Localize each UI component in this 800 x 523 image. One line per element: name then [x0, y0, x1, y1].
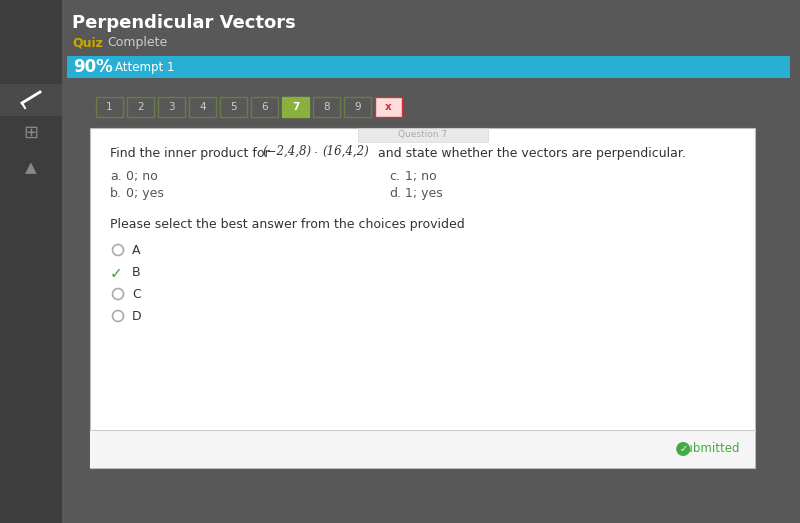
Text: 3: 3: [168, 102, 175, 112]
Text: b.: b.: [110, 187, 122, 200]
FancyBboxPatch shape: [282, 97, 309, 117]
FancyBboxPatch shape: [90, 128, 755, 468]
FancyBboxPatch shape: [0, 84, 62, 116]
FancyBboxPatch shape: [0, 0, 62, 523]
Text: Complete: Complete: [107, 36, 167, 49]
Text: B: B: [132, 266, 141, 279]
FancyBboxPatch shape: [90, 430, 755, 468]
FancyBboxPatch shape: [0, 151, 62, 186]
Text: Find the inner product for: Find the inner product for: [110, 147, 274, 160]
Text: (−2,4,8): (−2,4,8): [262, 145, 311, 158]
Text: d.: d.: [390, 187, 402, 200]
Text: Question 7: Question 7: [398, 131, 447, 140]
Text: 1: 1: [106, 102, 113, 112]
Text: Submitted: Submitted: [678, 442, 740, 456]
Text: 2: 2: [137, 102, 144, 112]
Circle shape: [676, 442, 690, 456]
Text: 0; yes: 0; yes: [126, 187, 164, 200]
Text: 1; no: 1; no: [406, 170, 437, 183]
FancyBboxPatch shape: [67, 56, 790, 78]
Text: 8: 8: [323, 102, 330, 112]
Text: 7: 7: [292, 102, 299, 112]
Text: Quiz: Quiz: [72, 36, 103, 49]
FancyBboxPatch shape: [358, 128, 487, 142]
FancyBboxPatch shape: [189, 97, 216, 117]
Text: 5: 5: [230, 102, 237, 112]
Text: ▲: ▲: [25, 161, 37, 176]
Text: ✓: ✓: [110, 266, 122, 281]
Text: (16,4,2): (16,4,2): [322, 145, 369, 158]
Text: 1; yes: 1; yes: [406, 187, 443, 200]
Text: x: x: [385, 102, 392, 112]
Text: 90%: 90%: [73, 58, 113, 76]
Text: and state whether the vectors are perpendicular.: and state whether the vectors are perpen…: [374, 147, 686, 160]
Text: ·: ·: [314, 147, 318, 160]
Text: C: C: [132, 288, 141, 301]
FancyBboxPatch shape: [375, 97, 402, 117]
FancyBboxPatch shape: [220, 97, 247, 117]
Text: ✓: ✓: [679, 444, 687, 454]
FancyBboxPatch shape: [313, 97, 340, 117]
Text: 0; no: 0; no: [126, 170, 158, 183]
Text: Perpendicular Vectors: Perpendicular Vectors: [72, 14, 296, 32]
Text: A: A: [132, 244, 141, 257]
Text: Attempt 1: Attempt 1: [115, 61, 174, 74]
Text: 6: 6: [261, 102, 268, 112]
FancyBboxPatch shape: [344, 97, 371, 117]
FancyBboxPatch shape: [96, 97, 123, 117]
Text: ⊞: ⊞: [23, 124, 38, 142]
FancyBboxPatch shape: [62, 84, 800, 116]
Text: D: D: [132, 310, 142, 323]
FancyBboxPatch shape: [158, 97, 185, 117]
Text: 9: 9: [354, 102, 361, 112]
Text: 4: 4: [199, 102, 206, 112]
Text: c.: c.: [390, 170, 400, 183]
FancyBboxPatch shape: [0, 116, 62, 151]
FancyBboxPatch shape: [127, 97, 154, 117]
Text: Please select the best answer from the choices provided: Please select the best answer from the c…: [110, 218, 465, 231]
Text: a.: a.: [110, 170, 122, 183]
FancyBboxPatch shape: [251, 97, 278, 117]
